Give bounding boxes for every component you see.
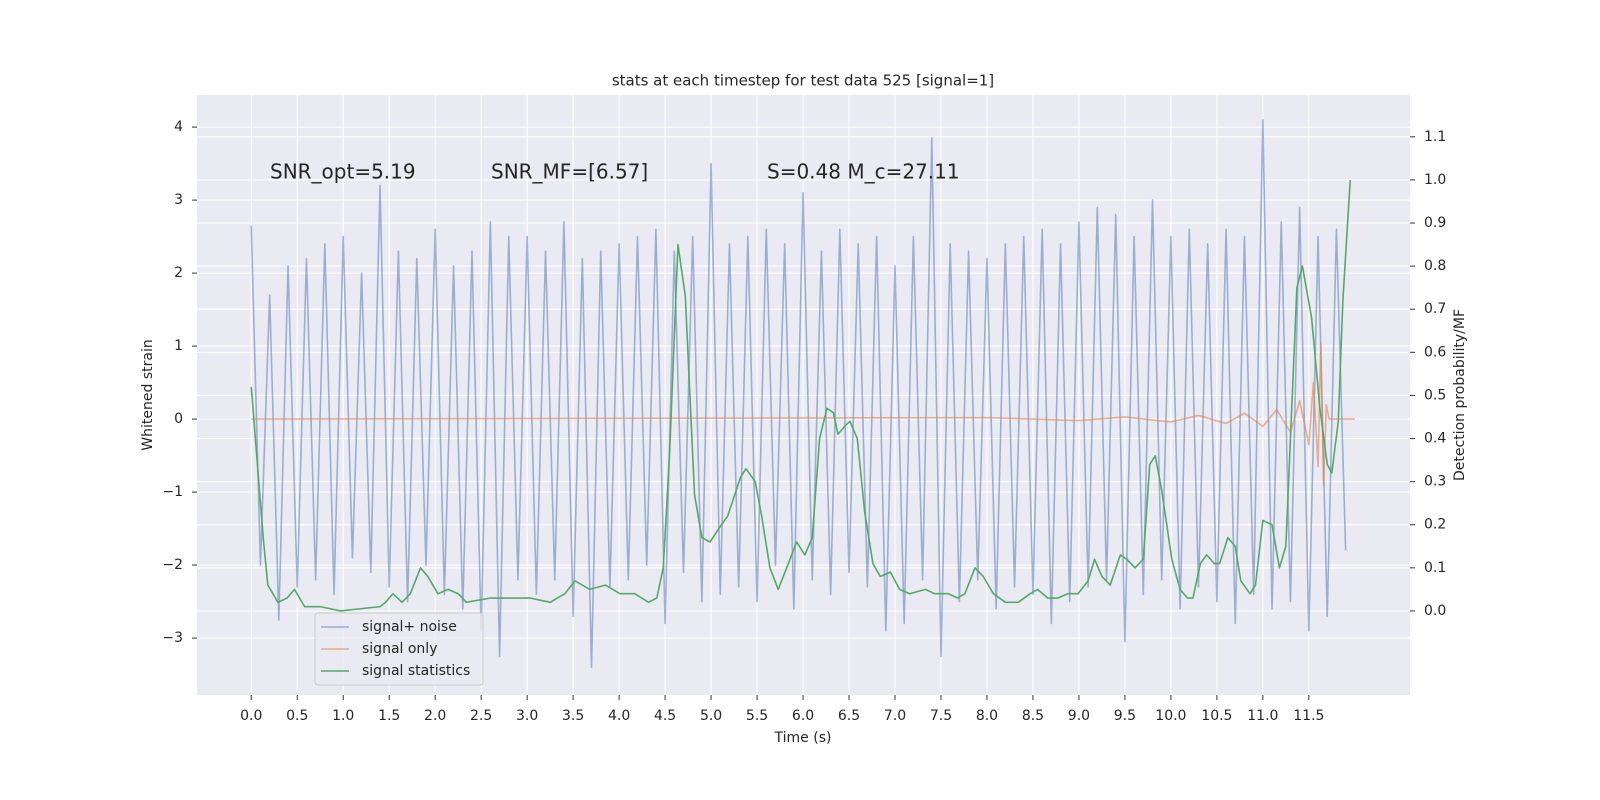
series-line: [250, 119, 1347, 669]
legend-label: signal statistics: [362, 663, 470, 679]
y2-tick-label: 0.1: [1424, 560, 1446, 576]
x-tick-label: 9.0: [1068, 708, 1090, 724]
y-tick-label: 3: [174, 192, 183, 208]
y2-tick-label: 1.1: [1424, 129, 1446, 145]
x-tick-label: 1.5: [378, 708, 400, 724]
x-tick-label: 11.5: [1293, 708, 1324, 724]
x-tick-label: 6.0: [792, 708, 814, 724]
x-tick-label: 0.5: [286, 708, 308, 724]
x-tick-label: 3.5: [562, 708, 584, 724]
y2-tick-label: 0.2: [1424, 517, 1446, 533]
y2-tick-label: 0.8: [1424, 258, 1446, 274]
y-tick-label: 0: [174, 411, 183, 427]
y2-tick-label: 0.0: [1424, 603, 1446, 619]
x-tick-label: 2.5: [470, 708, 492, 724]
legend-label: signal only: [362, 641, 437, 657]
y2-tick-label: 0.3: [1424, 474, 1446, 490]
x-tick-label: 10.0: [1155, 708, 1186, 724]
y2-tick-label: 0.5: [1424, 387, 1446, 403]
series-line: [250, 179, 1352, 612]
x-tick-label: 4.0: [608, 708, 630, 724]
y-tick-label: 1: [174, 338, 183, 354]
y-tick-label: −1: [162, 484, 183, 500]
x-tick-label: 8.5: [1022, 708, 1044, 724]
x-tick-label: 8.0: [976, 708, 998, 724]
chart-title: stats at each timestep for test data 525…: [612, 72, 994, 90]
y2-tick-label: 0.7: [1424, 301, 1446, 317]
y2-axis-label: Detection probability/MF: [1452, 309, 1468, 481]
y-tick-label: 2: [174, 265, 183, 281]
x-tick-label: 0.0: [240, 708, 262, 724]
x-tick-label: 3.0: [516, 708, 538, 724]
y-axis-label: Whitened strain: [140, 339, 156, 450]
y2-tick-label: 1.0: [1424, 172, 1446, 188]
x-tick-label: 5.0: [700, 708, 722, 724]
x-tick-label: 2.0: [424, 708, 446, 724]
y2-tick-label: 0.4: [1424, 431, 1446, 447]
annotation: S=0.48 M_c=27.11: [767, 160, 960, 184]
x-tick-label: 4.5: [654, 708, 676, 724]
x-tick-label: 6.5: [838, 708, 860, 724]
x-tick-label: 1.0: [332, 708, 354, 724]
y-tick-label: −2: [162, 557, 183, 573]
annotation: SNR_MF=[6.57]: [491, 160, 648, 184]
y2-tick-label: 0.9: [1424, 215, 1446, 231]
x-tick-label: 7.5: [930, 708, 952, 724]
legend-label: signal+ noise: [362, 619, 457, 635]
x-tick-label: 7.0: [884, 708, 906, 724]
annotation: SNR_opt=5.19: [270, 160, 416, 184]
y2-tick-label: 0.6: [1424, 344, 1446, 360]
x-tick-label: 11.0: [1247, 708, 1278, 724]
y-tick-label: −3: [162, 630, 183, 646]
legend-box: [314, 612, 484, 686]
x-axis-label: Time (s): [774, 730, 832, 746]
x-tick-label: 9.5: [1114, 708, 1136, 724]
x-tick-label: 10.5: [1201, 708, 1232, 724]
y-tick-label: 4: [174, 119, 183, 135]
x-tick-label: 5.5: [746, 708, 768, 724]
